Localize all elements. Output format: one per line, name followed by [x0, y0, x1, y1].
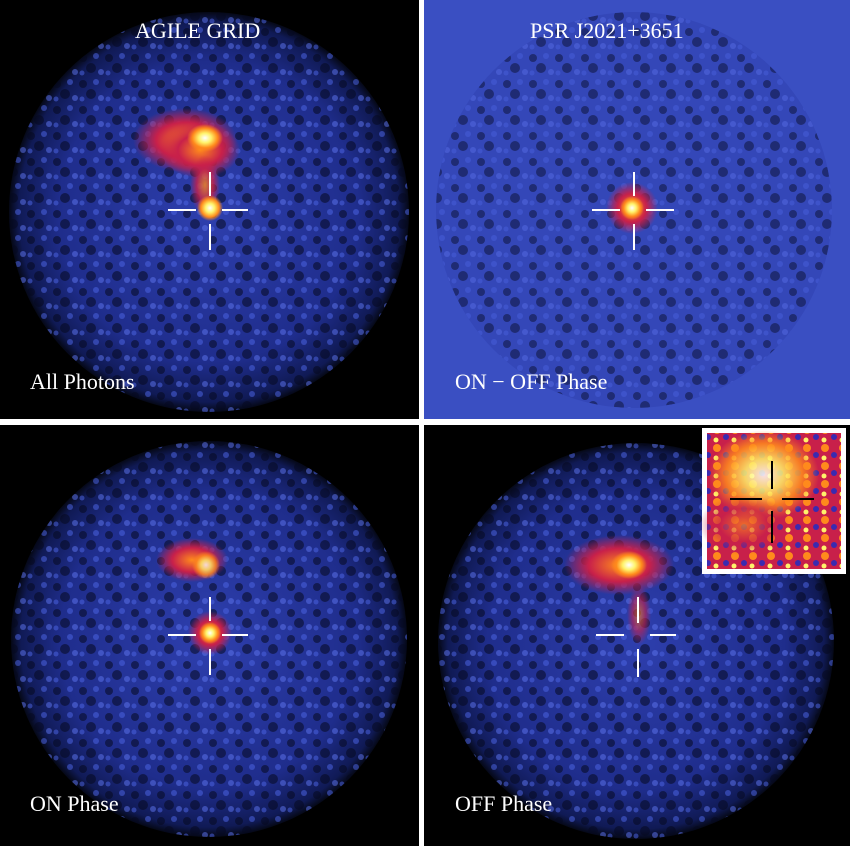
panel-label: All Photons	[30, 369, 135, 394]
skymap-panel-on-phase: ON Phase	[0, 425, 419, 846]
skymap-image-all-photons	[0, 0, 419, 419]
panel-label: ON − OFF Phase	[455, 369, 608, 394]
panel-label: ON Phase	[30, 791, 119, 816]
panel-title: AGILE GRID	[135, 18, 261, 43]
crosshair	[168, 172, 248, 250]
inset-crosshair	[730, 461, 814, 543]
skymap-image-on-minus-off	[424, 0, 850, 419]
crosshair	[596, 597, 676, 677]
inset-zoom-image	[699, 428, 846, 574]
skymap-image-off-phase	[424, 425, 850, 846]
skymap-image-on-phase	[0, 425, 419, 846]
skymap-panel-on-minus-off: PSR J2021+3651 ON − OFF Phase	[424, 0, 850, 419]
crosshair	[168, 597, 248, 675]
crosshair	[592, 172, 674, 250]
panel-title: PSR J2021+3651	[530, 18, 684, 43]
panel-label: OFF Phase	[455, 791, 553, 816]
skymap-panel-all-photons: AGILE GRID All Photons	[0, 0, 419, 419]
skymap-panel-off-phase: OFF Phase	[424, 425, 850, 846]
